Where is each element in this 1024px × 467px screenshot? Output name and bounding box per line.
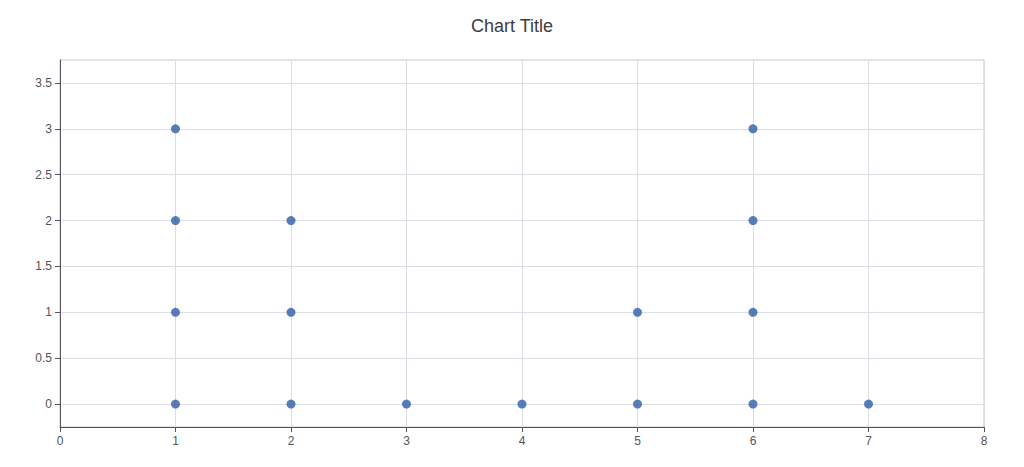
svg-text:3: 3 (403, 434, 410, 448)
svg-text:7: 7 (865, 434, 872, 448)
svg-text:5: 5 (634, 434, 641, 448)
svg-text:6: 6 (750, 434, 757, 448)
svg-text:Chart Title: Chart Title (471, 16, 553, 36)
svg-text:0: 0 (57, 434, 64, 448)
svg-text:3.5: 3.5 (35, 76, 52, 90)
svg-text:4: 4 (519, 434, 526, 448)
svg-text:2.5: 2.5 (35, 168, 52, 182)
svg-text:1: 1 (172, 434, 179, 448)
svg-text:0.5: 0.5 (35, 351, 52, 365)
svg-text:0: 0 (45, 397, 52, 411)
svg-text:1: 1 (45, 305, 52, 319)
svg-text:8: 8 (981, 434, 988, 448)
svg-text:2: 2 (45, 214, 52, 228)
svg-text:3: 3 (45, 122, 52, 136)
svg-text:2: 2 (288, 434, 295, 448)
svg-text:1.5: 1.5 (35, 259, 52, 273)
